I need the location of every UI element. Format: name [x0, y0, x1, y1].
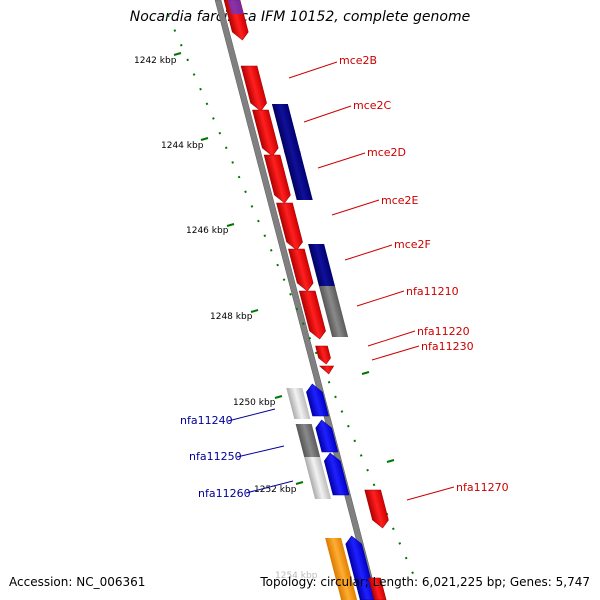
gene-feature-blue-bottom[interactable]	[344, 535, 377, 600]
gene-feature-navy-2[interactable]	[284, 151, 313, 200]
leader-line	[331, 199, 380, 216]
gene-label[interactable]: nfa11220	[417, 325, 470, 338]
gene-label[interactable]: nfa11240	[180, 414, 233, 427]
gene-feature-navy-3[interactable]	[308, 244, 336, 287]
accession-text: Accession: NC_006361	[9, 575, 146, 589]
leader-line	[303, 105, 352, 123]
gene-feature-navy-1[interactable]	[271, 104, 301, 154]
gene-feature-top-blue[interactable]	[228, 0, 244, 14]
gene-feature-nfa11230[interactable]	[319, 365, 336, 375]
tick-marks	[173, 52, 395, 485]
tick-label: 1248 kbp	[210, 312, 253, 322]
gene-label[interactable]: nfa11250	[189, 450, 242, 463]
leader-line	[288, 61, 338, 79]
map-title: Nocardia farcinica IFM 10152, complete g…	[129, 9, 471, 25]
gene-label[interactable]: nfa11230	[421, 340, 474, 353]
tick-label: 1242 kbp	[134, 56, 177, 66]
leader-line	[406, 486, 455, 501]
gene-feature-orange[interactable]	[325, 538, 358, 600]
gene-label[interactable]: mce2C	[353, 99, 392, 112]
tick-mark	[386, 459, 395, 463]
tick-label: 1250 kbp	[233, 398, 276, 408]
genome-backbone	[214, 0, 379, 600]
gene-feature-nfa11270[interactable]	[364, 489, 391, 529]
gene-feature-gray-1[interactable]	[318, 286, 349, 337]
gene-feature-mce2f[interactable]	[288, 248, 315, 292]
tick-mark	[226, 223, 235, 227]
tick-mark	[173, 52, 182, 56]
gene-feature-mce2c[interactable]	[252, 109, 280, 157]
gene-feature-mce2e[interactable]	[276, 202, 304, 251]
gene-feature-nfa11250-gray[interactable]	[295, 424, 321, 457]
gene-feature-nfa11250[interactable]	[314, 419, 339, 453]
tick-label: 1244 kbp	[161, 141, 204, 151]
gene-feature-nfa11260-light[interactable]	[304, 457, 332, 499]
gene-feature-nfa11240[interactable]	[304, 383, 329, 417]
leader-line	[317, 152, 366, 169]
tick-mark	[200, 137, 209, 141]
tick-mark	[361, 371, 370, 375]
gene-label[interactable]: nfa11270	[456, 481, 509, 494]
gene-label[interactable]: mce2B	[339, 54, 377, 67]
tick-label: 1254 kbp	[275, 571, 318, 581]
leader-line	[227, 408, 276, 422]
tick-mark	[250, 309, 259, 313]
tick-mark	[295, 481, 304, 485]
gene-label[interactable]: mce2F	[394, 238, 431, 251]
leader-line	[245, 480, 294, 494]
leader-line	[344, 244, 393, 261]
leader-line	[367, 330, 416, 347]
genome-summary-text: Topology: circular; Length: 6,021,225 bp…	[260, 575, 590, 589]
gene-label[interactable]: nfa11210	[406, 285, 459, 298]
gene-label[interactable]: mce2E	[381, 194, 419, 207]
tick-mark	[274, 395, 283, 399]
gene-feature-nfa11240-light[interactable]	[286, 388, 311, 419]
gene-feature-mce2b[interactable]	[240, 65, 269, 112]
gene-label[interactable]: mce2D	[367, 146, 406, 159]
gene-label[interactable]: nfa11260	[198, 487, 251, 500]
leader-line	[236, 445, 285, 458]
tick-label: 1252 kbp	[254, 485, 297, 495]
gene-feature-nfa11260[interactable]	[322, 452, 350, 496]
gene-feature-bottom-red[interactable]	[368, 577, 387, 600]
gene-feature-mce2d[interactable]	[263, 154, 292, 204]
leader-line	[356, 290, 405, 307]
leader-line	[371, 345, 420, 361]
gene-feature-nfa11220[interactable]	[315, 345, 332, 365]
gene-feature-nfa11210[interactable]	[298, 290, 327, 340]
tick-label: 1246 kbp	[186, 226, 229, 236]
